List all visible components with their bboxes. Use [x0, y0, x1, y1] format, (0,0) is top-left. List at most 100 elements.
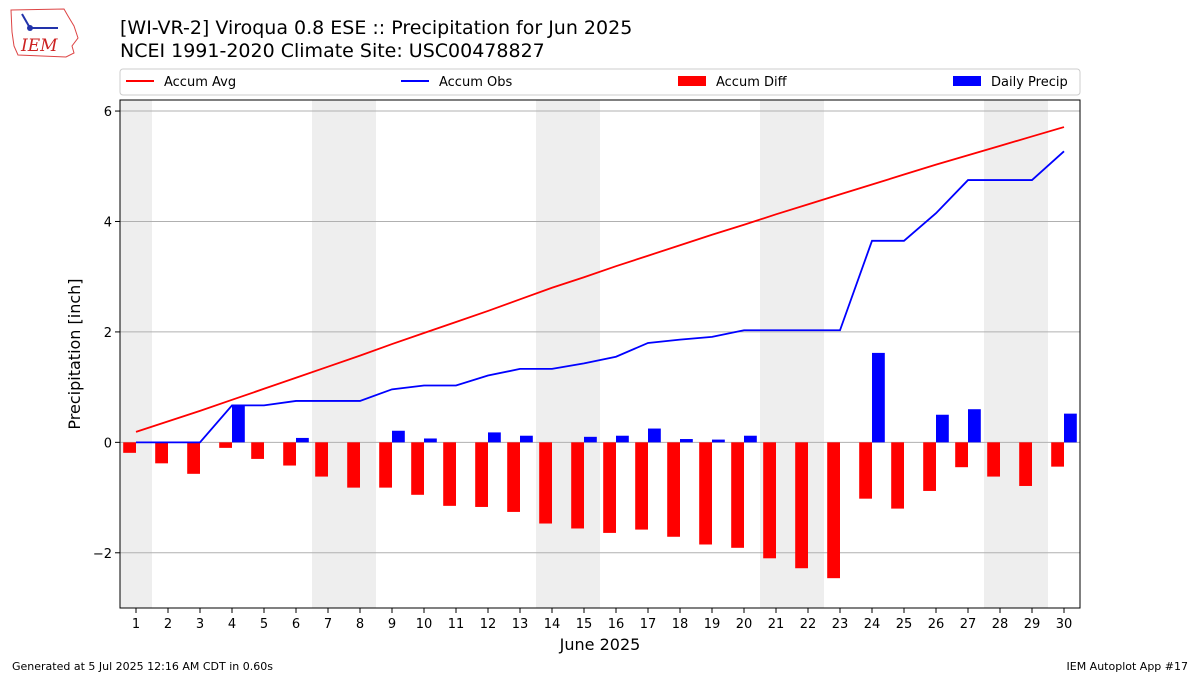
accum-diff-bar [507, 442, 520, 512]
x-tick-label: 22 [800, 617, 817, 632]
accum-diff-bar [379, 442, 392, 488]
x-tick-label: 19 [704, 617, 721, 632]
daily-precip-bar [296, 437, 309, 443]
accum-diff-bar [827, 442, 840, 579]
x-tick-label: 4 [228, 617, 236, 632]
daily-precip-bar [968, 409, 981, 443]
x-tick-label: 25 [896, 617, 913, 632]
accum-diff-bar [603, 442, 616, 533]
x-tick-label: 6 [292, 617, 300, 632]
accum-diff-bar [731, 442, 744, 548]
x-tick-label: 18 [672, 617, 689, 632]
legend-label-accum-diff: Accum Diff [716, 75, 788, 90]
x-tick-label: 14 [544, 617, 561, 632]
y-tick-label: 2 [104, 326, 112, 341]
y-tick-label: 6 [104, 105, 112, 120]
accum-diff-bar [187, 442, 200, 474]
legend-frame [119, 68, 1081, 96]
accum-diff-bar [251, 442, 264, 459]
axes: 1 2 3 4 5 6 7 8 9 10 11 12 13 14 15 16 17 18 19 20 21 22 23 24 2… [93, 105, 1072, 632]
daily-precip-bar [616, 435, 629, 443]
accum-diff-bar [571, 442, 584, 529]
chart-subtitle: NCEI 1991-2020 Climate Site: USC00478827 [120, 40, 545, 62]
x-tick-label: 2 [164, 617, 172, 632]
y-axis-label: Precipitation [inch] [65, 278, 84, 429]
x-tick-label: 21 [768, 617, 785, 632]
logo-text: IEM [20, 36, 58, 56]
daily-precip-bar [936, 414, 949, 443]
accum-diff-bar [411, 442, 424, 495]
weekend-shading [120, 100, 1048, 608]
iowa-map-outline [10, 8, 79, 58]
generated-timestamp: Generated at 5 Jul 2025 12:16 AM CDT in … [12, 660, 273, 673]
x-tick-label: 13 [512, 617, 529, 632]
accum-diff-bar [635, 442, 648, 530]
accum-diff-bar [155, 442, 168, 464]
x-tick-label: 15 [576, 617, 593, 632]
x-tick-label: 17 [640, 617, 657, 632]
x-tick-label: 20 [736, 617, 753, 632]
x-tick-label: 5 [260, 617, 268, 632]
x-tick-label: 12 [480, 617, 497, 632]
weekend-shade [120, 100, 152, 608]
accum-diff-bar [219, 442, 232, 448]
legend-label-accum-obs: Accum Obs [439, 75, 512, 90]
x-tick-label: 28 [992, 617, 1009, 632]
accum-diff-bar [667, 442, 680, 537]
iem-logo: IEM [10, 8, 79, 58]
daily-precip-bar [520, 435, 533, 443]
daily-precip-bar [712, 439, 725, 443]
x-tick-label: 7 [324, 617, 332, 632]
x-tick-label: 26 [928, 617, 945, 632]
chart-title: [WI-VR-2] Viroqua 0.8 ESE :: Precipitati… [120, 17, 633, 39]
legend: Accum Avg Accum Obs Accum Diff Daily Precip [119, 68, 1081, 96]
accum-diff-bar [123, 442, 136, 453]
accum-diff-bar [443, 442, 456, 506]
accum-diff-bar [347, 442, 360, 488]
accum-diff-bar [795, 442, 808, 569]
y-tick-label: 4 [104, 215, 112, 230]
accum-diff-bar [1019, 442, 1032, 486]
weekend-shade [536, 100, 600, 608]
legend-swatch-daily-precip [953, 76, 981, 86]
daily-precip-bar [648, 428, 661, 443]
app-label: IEM Autoplot App #17 [1066, 660, 1189, 673]
legend-label-accum-avg: Accum Avg [164, 75, 236, 90]
bars [123, 352, 1077, 579]
x-tick-label: 11 [448, 617, 465, 632]
legend-label-daily-precip: Daily Precip [991, 75, 1068, 90]
x-tick-label: 23 [832, 617, 849, 632]
grid-lines [120, 110, 1080, 554]
x-tick-label: 29 [1024, 617, 1041, 632]
x-tick-label: 3 [196, 617, 204, 632]
daily-precip-bar [488, 432, 501, 443]
daily-precip-bar [744, 435, 757, 443]
accum-diff-bar [1051, 442, 1064, 467]
x-tick-label: 24 [864, 617, 881, 632]
x-tick-label: 1 [132, 617, 140, 632]
lines [135, 126, 1065, 444]
accum-diff-bar [763, 442, 776, 559]
daily-precip-bar [424, 438, 437, 443]
accum-diff-bar [283, 442, 296, 466]
daily-precip-bar [1064, 413, 1077, 443]
accum-diff-bar [699, 442, 712, 545]
accum-diff-bar [955, 442, 968, 468]
x-tick-label: 8 [356, 617, 364, 632]
accum-diff-bar [923, 442, 936, 491]
accum-obs-line [136, 150, 1065, 444]
x-tick-label: 30 [1056, 617, 1073, 632]
weekend-shade [984, 100, 1048, 608]
accum-diff-bar [539, 442, 552, 524]
accum-diff-bar [987, 442, 1000, 477]
daily-precip-bar [872, 352, 885, 443]
accum-diff-bar [475, 442, 488, 507]
x-tick-label: 27 [960, 617, 977, 632]
y-tick-label: 0 [104, 436, 112, 451]
x-axis-label: June 2025 [559, 635, 641, 654]
plot-frame [119, 99, 1081, 609]
accum-diff-bar [891, 442, 904, 509]
x-tick-label: 10 [416, 617, 433, 632]
accum-diff-bar [859, 442, 872, 499]
